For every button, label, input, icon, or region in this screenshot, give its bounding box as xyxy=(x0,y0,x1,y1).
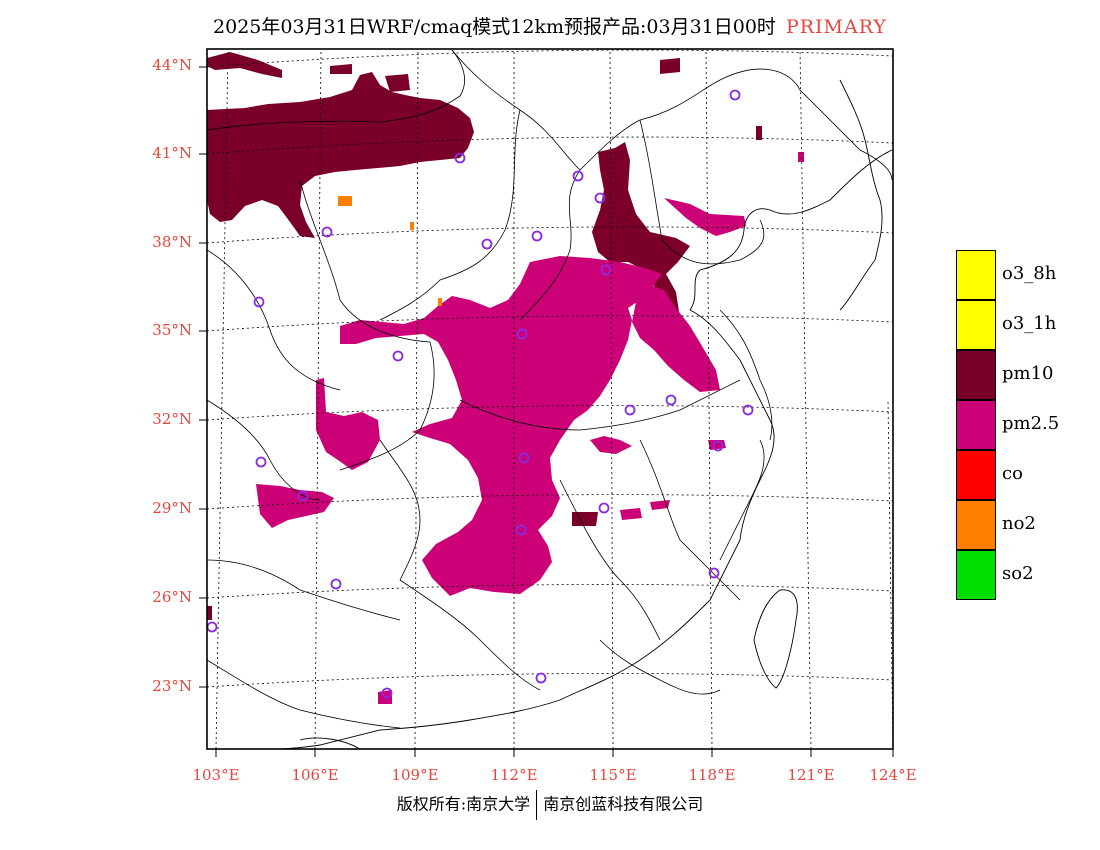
legend-swatch xyxy=(956,450,996,500)
footer-separator xyxy=(536,790,538,820)
footer-copyright: 版权所有:南京大学 xyxy=(396,794,531,814)
lat-label-35: 35°N xyxy=(152,321,192,339)
station-circle-icon xyxy=(481,238,493,250)
pm25-areas xyxy=(256,152,804,704)
station-circle-icon xyxy=(624,404,636,416)
legend-swatch xyxy=(956,250,996,300)
coastline xyxy=(260,149,893,749)
station-circle-icon xyxy=(708,567,720,579)
pm10-area-dot2 xyxy=(660,58,680,74)
legend-label: pm2.5 xyxy=(1002,413,1060,434)
legend-swatch xyxy=(956,350,996,400)
lon-label-103: 103°E xyxy=(192,766,240,784)
lat-label-32: 32°N xyxy=(152,410,192,428)
taiwan-outline xyxy=(753,589,798,689)
legend-label: co xyxy=(1002,463,1023,484)
pm10-area-northwest xyxy=(207,52,282,78)
lon-label-124: 124°E xyxy=(869,766,917,784)
station-circle-icon xyxy=(535,672,547,684)
pm10-area-topband xyxy=(330,64,352,74)
hainan-outline xyxy=(299,737,361,749)
legend-swatch xyxy=(956,550,996,600)
station-circle-icon xyxy=(594,192,606,204)
station-circle-icon xyxy=(321,226,333,238)
pm10-area-dot3 xyxy=(572,512,598,526)
pm10-area-topband2 xyxy=(385,74,410,92)
pm25-area-jiangxi xyxy=(650,500,670,510)
station-circle-icon xyxy=(516,328,528,340)
legend-label: pm10 xyxy=(1002,363,1054,384)
pm25-area-chongqing xyxy=(256,484,334,528)
station-circle-icon xyxy=(392,350,404,362)
lat-label-29: 29°N xyxy=(152,499,192,517)
pm10-area-beijing xyxy=(592,142,690,318)
lon-label-106: 106°E xyxy=(291,766,339,784)
pm10-area-north xyxy=(207,72,474,238)
legend-label: o3_1h xyxy=(1002,313,1057,334)
lat-label-23: 23°N xyxy=(152,677,192,695)
station-circle-icon xyxy=(206,621,218,633)
korea-outline xyxy=(839,79,883,311)
pm25-area-shandong xyxy=(664,198,746,236)
station-circle-icon xyxy=(330,578,342,590)
station-circle-icon xyxy=(572,170,584,182)
pm25-area-sichuan xyxy=(316,378,380,470)
station-circle-icon xyxy=(712,440,724,452)
lon-label-109: 109°E xyxy=(391,766,439,784)
pm25-area-hunan xyxy=(620,508,642,520)
footer-company: 南京创蓝科技有限公司 xyxy=(543,794,704,814)
lat-label-26: 26°N xyxy=(152,588,192,606)
pm25-area-hubei xyxy=(590,436,632,454)
lon-label-121: 121°E xyxy=(787,766,835,784)
lat-label-38: 38°N xyxy=(152,233,192,251)
station-circle-icon xyxy=(665,394,677,406)
station-circle-icon xyxy=(729,89,741,101)
legend-label: so2 xyxy=(1002,563,1034,584)
pm25-area-east xyxy=(632,282,720,392)
station-circle-icon xyxy=(515,524,527,536)
axis-ticks xyxy=(199,66,894,757)
station-circle-icon xyxy=(598,502,610,514)
station-circle-icon xyxy=(381,687,393,699)
legend-swatch xyxy=(956,500,996,550)
lat-label-44: 44°N xyxy=(152,56,192,74)
pm10-area-dot4 xyxy=(207,606,212,620)
province-boundaries xyxy=(207,49,893,729)
pm25-area-central xyxy=(340,256,662,596)
station-circle-icon xyxy=(600,264,612,276)
title-main: 2025年03月31日WRF/cmaq模式12km预报产品:03月31日00时 xyxy=(213,16,776,38)
station-circle-icon xyxy=(518,452,530,464)
longitude-gridlines xyxy=(215,49,893,749)
station-circle-icon xyxy=(253,296,265,308)
station-circle-icon xyxy=(531,230,543,242)
station-circle-icon xyxy=(454,152,466,164)
map-title: 2025年03月31日WRF/cmaq模式12km预报产品:03月31日00时 P… xyxy=(0,12,1100,39)
lon-label-115: 115°E xyxy=(589,766,637,784)
title-primary-tag: PRIMARY xyxy=(785,16,887,38)
copyright-footer: 版权所有:南京大学 南京创蓝科技有限公司 xyxy=(0,790,1100,820)
legend-label: o3_8h xyxy=(1002,263,1057,284)
station-circle-icon xyxy=(255,456,267,468)
station-circle-icon xyxy=(742,404,754,416)
no2-areas xyxy=(338,196,442,306)
legend-swatch xyxy=(956,300,996,350)
legend-label: no2 xyxy=(1002,513,1036,534)
station-markers xyxy=(206,89,754,699)
lat-label-41: 41°N xyxy=(152,144,192,162)
map-frame xyxy=(206,48,894,750)
pm10-area-dot1 xyxy=(756,126,762,140)
station-circle-icon xyxy=(297,490,309,502)
legend-swatch xyxy=(956,400,996,450)
lon-label-118: 118°E xyxy=(688,766,736,784)
pm25-area-dot5 xyxy=(798,152,804,162)
lon-label-112: 112°E xyxy=(490,766,538,784)
